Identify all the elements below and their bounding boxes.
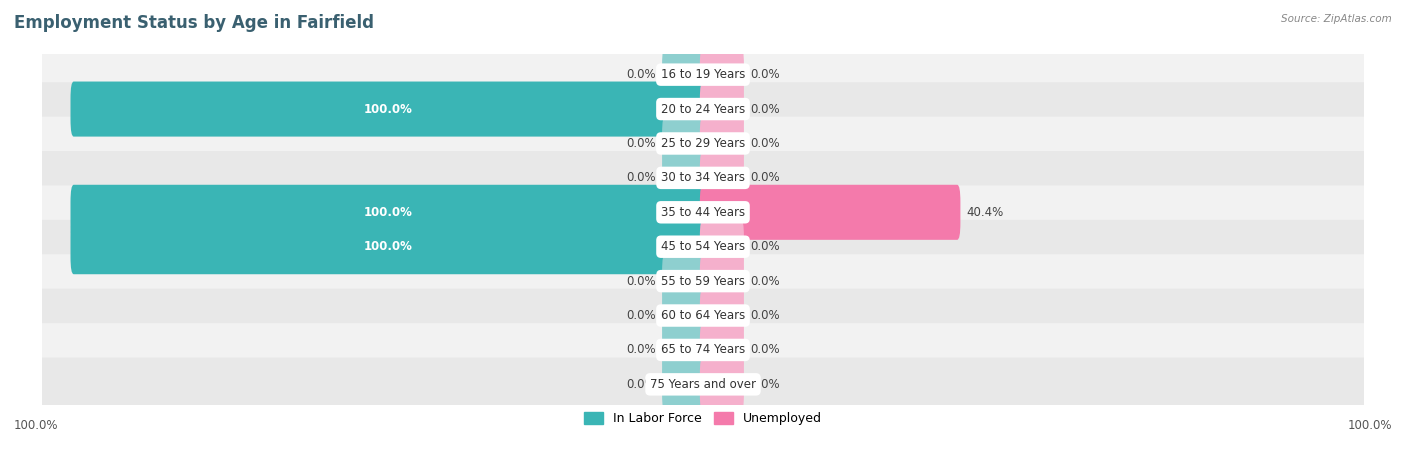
FancyBboxPatch shape: [700, 357, 744, 412]
FancyBboxPatch shape: [700, 254, 744, 309]
Text: 45 to 54 Years: 45 to 54 Years: [661, 240, 745, 253]
Text: 100.0%: 100.0%: [364, 103, 413, 116]
FancyBboxPatch shape: [700, 288, 744, 343]
Text: 0.0%: 0.0%: [751, 137, 780, 150]
FancyBboxPatch shape: [700, 219, 744, 274]
Text: 40.4%: 40.4%: [967, 206, 1004, 219]
Text: 0.0%: 0.0%: [626, 137, 655, 150]
FancyBboxPatch shape: [700, 116, 744, 171]
Text: 0.0%: 0.0%: [751, 309, 780, 322]
FancyBboxPatch shape: [662, 288, 706, 343]
Text: 0.0%: 0.0%: [626, 68, 655, 81]
FancyBboxPatch shape: [662, 150, 706, 205]
FancyBboxPatch shape: [700, 322, 744, 378]
FancyBboxPatch shape: [662, 322, 706, 378]
FancyBboxPatch shape: [700, 185, 960, 240]
FancyBboxPatch shape: [41, 48, 1365, 102]
Text: 0.0%: 0.0%: [751, 274, 780, 288]
Text: 100.0%: 100.0%: [14, 419, 59, 432]
Text: 30 to 34 Years: 30 to 34 Years: [661, 171, 745, 184]
Text: 16 to 19 Years: 16 to 19 Years: [661, 68, 745, 81]
Text: 0.0%: 0.0%: [626, 309, 655, 322]
Text: 0.0%: 0.0%: [751, 378, 780, 391]
FancyBboxPatch shape: [662, 254, 706, 309]
FancyBboxPatch shape: [70, 219, 706, 274]
Text: 0.0%: 0.0%: [626, 171, 655, 184]
Text: 0.0%: 0.0%: [626, 343, 655, 356]
Text: 100.0%: 100.0%: [364, 206, 413, 219]
FancyBboxPatch shape: [41, 289, 1365, 342]
Text: 0.0%: 0.0%: [751, 240, 780, 253]
FancyBboxPatch shape: [41, 82, 1365, 136]
FancyBboxPatch shape: [41, 357, 1365, 411]
Text: Employment Status by Age in Fairfield: Employment Status by Age in Fairfield: [14, 14, 374, 32]
Text: 75 Years and over: 75 Years and over: [650, 378, 756, 391]
Text: 35 to 44 Years: 35 to 44 Years: [661, 206, 745, 219]
FancyBboxPatch shape: [41, 254, 1365, 308]
FancyBboxPatch shape: [70, 81, 706, 137]
Text: 55 to 59 Years: 55 to 59 Years: [661, 274, 745, 288]
Text: Source: ZipAtlas.com: Source: ZipAtlas.com: [1281, 14, 1392, 23]
FancyBboxPatch shape: [41, 220, 1365, 274]
Text: 20 to 24 Years: 20 to 24 Years: [661, 103, 745, 116]
FancyBboxPatch shape: [700, 47, 744, 102]
FancyBboxPatch shape: [700, 81, 744, 137]
Text: 0.0%: 0.0%: [626, 274, 655, 288]
FancyBboxPatch shape: [662, 47, 706, 102]
FancyBboxPatch shape: [41, 185, 1365, 239]
Text: 0.0%: 0.0%: [751, 171, 780, 184]
FancyBboxPatch shape: [41, 117, 1365, 170]
Text: 0.0%: 0.0%: [751, 103, 780, 116]
FancyBboxPatch shape: [70, 185, 706, 240]
Text: 100.0%: 100.0%: [1347, 419, 1392, 432]
Text: 0.0%: 0.0%: [751, 68, 780, 81]
Text: 100.0%: 100.0%: [364, 240, 413, 253]
FancyBboxPatch shape: [662, 116, 706, 171]
FancyBboxPatch shape: [41, 323, 1365, 377]
Text: 60 to 64 Years: 60 to 64 Years: [661, 309, 745, 322]
Text: 25 to 29 Years: 25 to 29 Years: [661, 137, 745, 150]
Text: 0.0%: 0.0%: [751, 343, 780, 356]
Text: 0.0%: 0.0%: [626, 378, 655, 391]
FancyBboxPatch shape: [700, 150, 744, 205]
FancyBboxPatch shape: [662, 357, 706, 412]
Text: 65 to 74 Years: 65 to 74 Years: [661, 343, 745, 356]
Legend: In Labor Force, Unemployed: In Labor Force, Unemployed: [579, 407, 827, 430]
FancyBboxPatch shape: [41, 151, 1365, 205]
